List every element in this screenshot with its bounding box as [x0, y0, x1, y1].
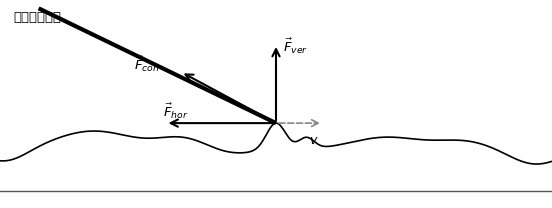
Text: $v$: $v$ — [309, 134, 319, 147]
Text: $\vec{F}_{ver}$: $\vec{F}_{ver}$ — [283, 37, 308, 57]
Text: $\vec{F}_{hor}$: $\vec{F}_{hor}$ — [163, 102, 188, 121]
Text: $\vec{F}_{con}$: $\vec{F}_{con}$ — [134, 54, 160, 74]
Text: 球形虚拟探针: 球形虚拟探针 — [14, 11, 62, 24]
